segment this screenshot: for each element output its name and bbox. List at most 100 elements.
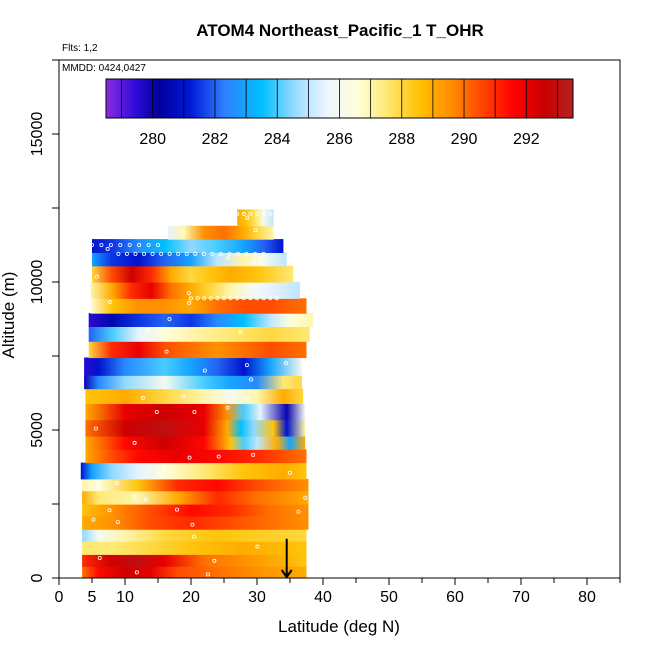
heatmap-band [237, 209, 274, 227]
y-tick-label: 0 [29, 573, 46, 582]
sample-point [176, 251, 181, 256]
sample-point [249, 377, 254, 382]
sample-point [167, 317, 172, 322]
sample-point [195, 296, 200, 301]
sample-point [90, 242, 95, 247]
x-tick-label: 80 [578, 589, 596, 606]
x-axis: 0 5 10 20 30 40 50 60 70 80 [55, 578, 621, 606]
x-tick-label: 10 [116, 589, 134, 606]
sample-point [208, 296, 213, 301]
y-tick-label: 10000 [29, 260, 46, 305]
sample-point [132, 495, 137, 500]
x-tick-label: 20 [182, 589, 200, 606]
sample-point [225, 405, 230, 410]
sample-point [238, 330, 243, 335]
sample-point [205, 572, 210, 577]
sample-point [254, 296, 259, 301]
sample-point [287, 470, 292, 475]
colorbar-tick-label: 282 [202, 131, 229, 148]
sample-point [93, 426, 98, 431]
sample-point [283, 361, 288, 366]
heatmap-band [92, 265, 294, 283]
x-tick-label: 50 [380, 589, 398, 606]
colorbar-tick-label: 288 [388, 131, 415, 148]
sample-point [253, 251, 258, 256]
heatmap-band [85, 419, 306, 437]
sample-point [274, 296, 279, 301]
sample-point [251, 452, 256, 457]
sample-points [90, 211, 308, 577]
colorbar-tick-label: 284 [264, 131, 291, 148]
sample-point [235, 211, 240, 216]
sample-point [94, 274, 99, 279]
sample-point [241, 296, 246, 301]
heatmap-band [85, 388, 304, 404]
heatmap-band [90, 298, 307, 314]
sample-point [296, 509, 301, 514]
sample-point [268, 296, 273, 301]
sample-point [184, 251, 189, 256]
sample-point [215, 296, 220, 301]
sample-point [191, 534, 196, 539]
x-tick-label: 0 [55, 589, 64, 606]
heatmap-band [88, 313, 314, 327]
sample-point [142, 251, 147, 256]
sample-point [227, 251, 232, 256]
heatmap-band [88, 326, 310, 342]
sample-point [248, 211, 253, 216]
chart-title: ATOM4 Northeast_Pacific_1 T_OHR [196, 21, 484, 40]
sample-point [181, 394, 186, 399]
heatmap-band [92, 252, 287, 267]
heatmap-band [82, 554, 307, 567]
sample-point [132, 440, 137, 445]
sample-point [261, 251, 266, 256]
colorbar-tick-label: 286 [326, 131, 353, 148]
sample-point [107, 300, 112, 305]
colorbar-tick-label: 290 [451, 131, 478, 148]
sample-point [261, 211, 266, 216]
heatmap-band [85, 435, 306, 450]
sample-point [181, 230, 186, 235]
sample-point [124, 251, 129, 256]
x-tick-label: 30 [248, 589, 266, 606]
sample-point [254, 284, 259, 289]
y-axis: 0 5000 10000 15000 [29, 59, 59, 582]
sample-point [193, 251, 198, 256]
sample-point [235, 296, 240, 301]
plot-frame [58, 59, 621, 579]
heatmap-band [82, 478, 309, 492]
sample-point [97, 555, 102, 560]
x-tick-label: 40 [314, 589, 332, 606]
location-marker-arrow [280, 538, 293, 579]
heatmap-band [167, 225, 274, 240]
sample-point [157, 472, 162, 477]
sample-point [167, 251, 172, 256]
sample-point [228, 296, 233, 301]
sample-point [99, 242, 104, 247]
sample-point [259, 258, 264, 263]
sample-point [108, 242, 113, 247]
y-tick-label: 15000 [29, 112, 46, 157]
sample-point [192, 409, 197, 414]
sample-point [133, 251, 138, 256]
sample-point [255, 544, 260, 549]
heatmap-band [92, 239, 284, 253]
heatmap-band [82, 541, 307, 555]
colorbar-tick-label: 280 [139, 131, 166, 148]
colorbar-frame [105, 78, 574, 119]
sample-point [225, 255, 230, 260]
x-tick-label: 70 [512, 589, 530, 606]
colorbar: 280 282 284 286 288 290 292 [105, 78, 574, 148]
sample-point [143, 497, 148, 502]
heatmap-band [82, 490, 309, 505]
sample-point [134, 570, 139, 575]
colorbar-tick-label: 292 [513, 131, 540, 148]
sample-point [268, 211, 273, 216]
sample-point [107, 508, 112, 513]
heatmap-band [82, 504, 309, 517]
sample-point [245, 396, 250, 401]
flights-label: Flts: 1,2 [62, 43, 98, 54]
colorbar-ticks: 280 282 284 286 288 290 292 [121, 79, 558, 148]
heatmap-band [82, 566, 307, 578]
sample-point [241, 211, 246, 216]
